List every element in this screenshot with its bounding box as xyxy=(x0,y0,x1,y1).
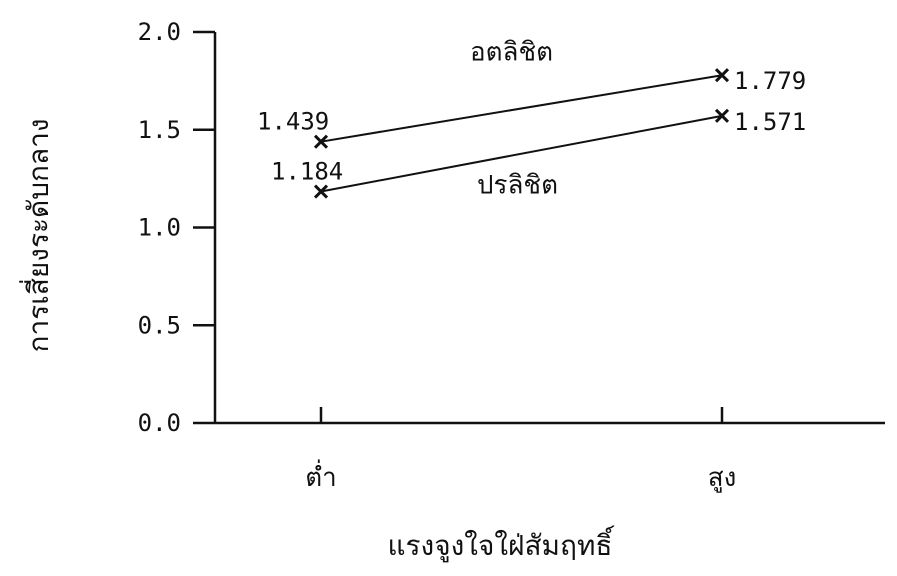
data-point-marker xyxy=(313,134,329,149)
series-line xyxy=(320,74,723,143)
series-line xyxy=(320,114,723,193)
x-category-label: ต่ำ xyxy=(305,459,336,493)
data-point-marker xyxy=(714,108,730,123)
y-tick-label: 1.5 xyxy=(138,116,181,144)
y-axis-title: การเสี่ยงระดับกลาง xyxy=(19,119,55,353)
x-axis-ticks: ต่ำ สูง xyxy=(305,407,736,493)
y-tick-label: 1.0 xyxy=(138,214,181,242)
series-name-label: อตลิชิต xyxy=(470,37,553,67)
y-tick-label: 2.0 xyxy=(138,18,181,46)
y-tick-label: 0.0 xyxy=(138,409,181,437)
y-axis-ticks: 0.0 0.5 1.0 1.5 2.0 xyxy=(138,18,215,437)
data-label: 1.571 xyxy=(734,108,806,136)
x-category-label: สูง xyxy=(708,463,737,493)
data-point-marker xyxy=(714,68,730,83)
series-name-label: ปรลิชิต xyxy=(477,171,558,201)
data-label: 1.439 xyxy=(257,108,329,136)
data-label: 1.184 xyxy=(271,158,343,186)
x-axis-title: แรงจูงใจใฝ่สัมฤทธิ์ xyxy=(387,525,615,563)
data-point-marker xyxy=(313,184,329,199)
data-label: 1.779 xyxy=(734,67,806,95)
series-layer: 1.439 1.779 อตลิชิต 1.184 1.571 ปรลิชิต xyxy=(257,37,806,200)
y-tick-label: 0.5 xyxy=(138,311,181,339)
